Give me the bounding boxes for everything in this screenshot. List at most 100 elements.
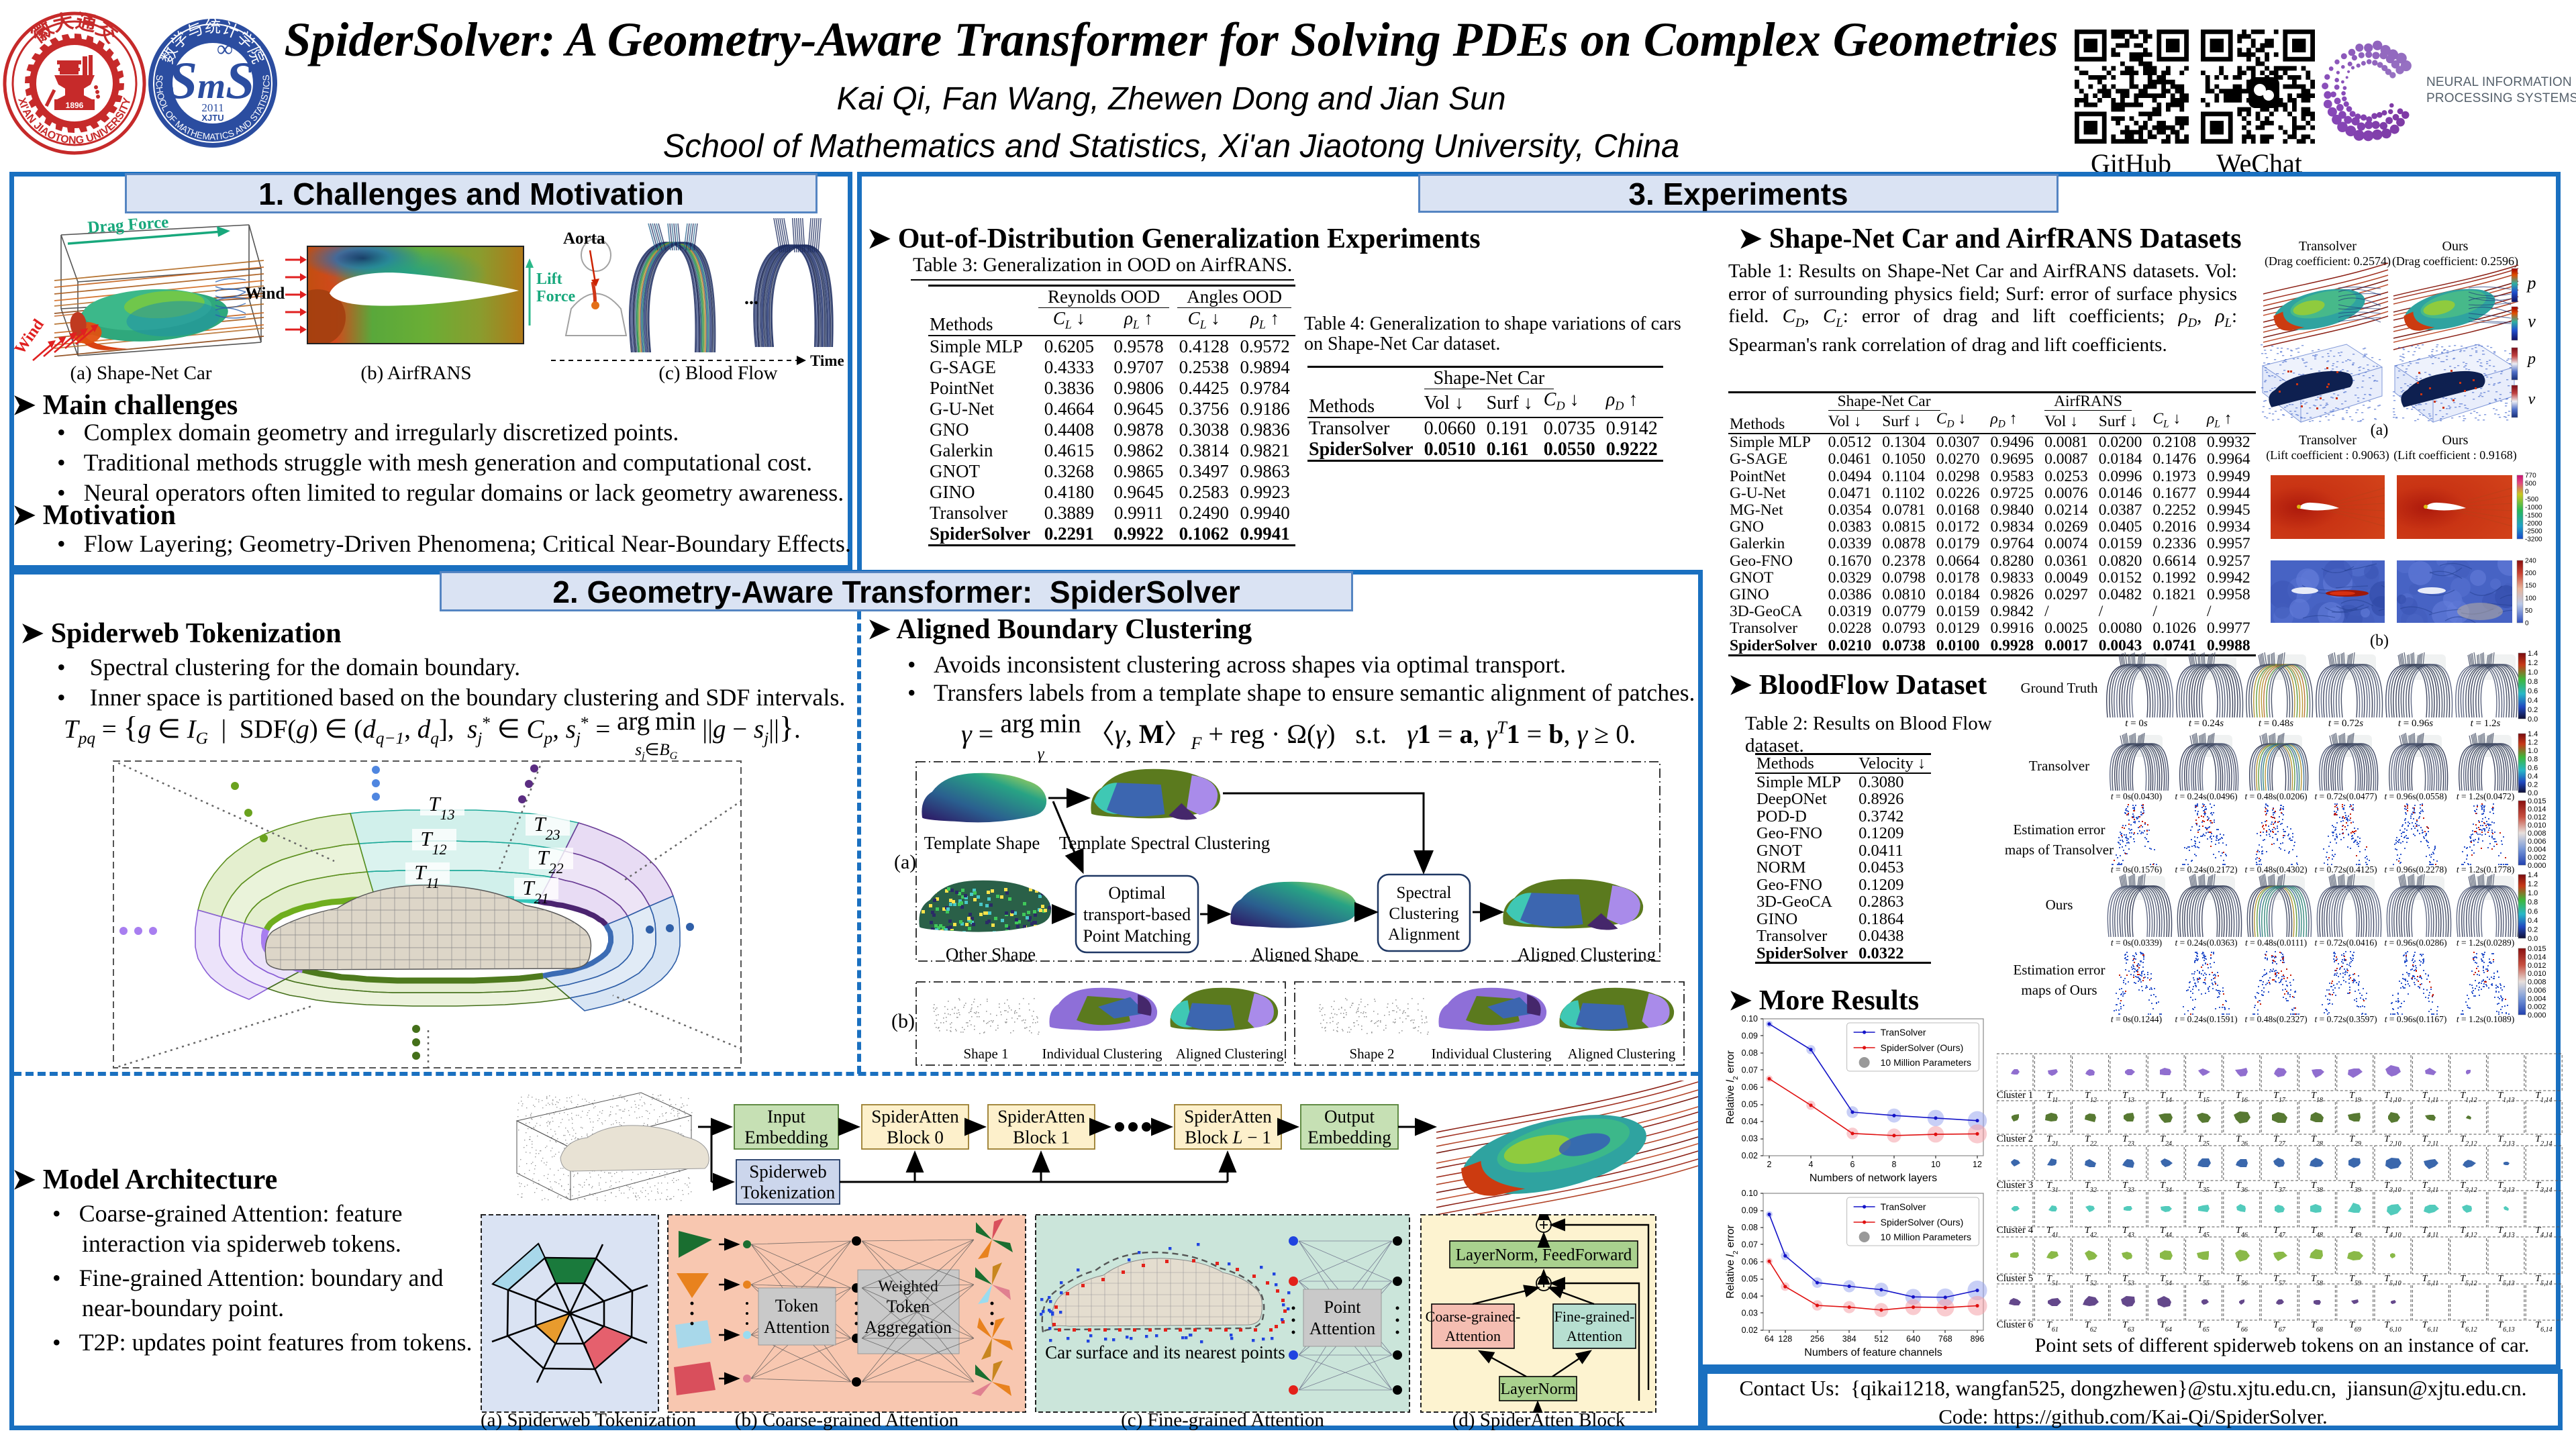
- svg-text:TranSolver: TranSolver: [1881, 1201, 1926, 1212]
- svg-text:Aggregation: Aggregation: [864, 1317, 952, 1337]
- svg-text:0.07: 0.07: [1742, 1066, 1758, 1075]
- svg-text:1.0: 1.0: [2528, 747, 2538, 755]
- svg-text:XJTU: XJTU: [201, 113, 224, 123]
- svg-text:0.015: 0.015: [2528, 945, 2546, 953]
- svg-text:0.2: 0.2: [2528, 926, 2538, 934]
- svg-text:Tokenization: Tokenization: [741, 1182, 836, 1202]
- svg-text:t = 0.96s(0.1167): t = 0.96s(0.1167): [2385, 1014, 2447, 1024]
- svg-text:t = 0.24s(0.1591): t = 0.24s(0.1591): [2175, 1014, 2237, 1024]
- svg-text:-3200: -3200: [2525, 536, 2542, 544]
- svg-text:T1,11: T1,11: [2422, 1091, 2439, 1104]
- svg-text:0.6: 0.6: [2528, 687, 2538, 695]
- svg-text:t = 0.72s: t = 0.72s: [2328, 718, 2363, 729]
- svg-text:SpiderAtten: SpiderAtten: [1184, 1106, 1272, 1126]
- svg-text:0.8: 0.8: [2528, 899, 2538, 907]
- svg-text:T57: T57: [2273, 1274, 2286, 1287]
- svg-text:770: 770: [2525, 472, 2536, 480]
- svg-text:SpiderSolver (Ours): SpiderSolver (Ours): [1881, 1217, 1964, 1228]
- svg-text:T1,13: T1,13: [2497, 1091, 2514, 1104]
- svg-text:SpiderAtten: SpiderAtten: [871, 1106, 959, 1126]
- svg-text:Cluster 6: Cluster 6: [1997, 1319, 2034, 1330]
- svg-text:t = 0.48s(0.0206): t = 0.48s(0.0206): [2244, 791, 2307, 801]
- svg-text:t = 0s(0.1576): t = 0s(0.1576): [2111, 864, 2162, 875]
- svg-text:0.4: 0.4: [2528, 697, 2538, 705]
- svg-text:LayerNorm, FeedForward: LayerNorm, FeedForward: [1456, 1246, 1632, 1264]
- svg-text:640: 640: [1906, 1334, 1920, 1344]
- svg-text:0.0: 0.0: [2528, 715, 2538, 724]
- svg-text:T48: T48: [2311, 1226, 2323, 1239]
- svg-text:T36: T36: [2236, 1181, 2248, 1194]
- svg-text:T6,13: T6,13: [2497, 1320, 2514, 1332]
- svg-text:256: 256: [1810, 1334, 1824, 1344]
- svg-text:Cluster 1: Cluster 1: [1997, 1090, 2033, 1101]
- svg-text:T13: T13: [2122, 1091, 2134, 1104]
- svg-text:T18: T18: [2311, 1091, 2323, 1104]
- svg-text:(Lift coefficient : 0.9063): (Lift coefficient : 0.9063): [2266, 448, 2389, 462]
- svg-text:T5,13: T5,13: [2497, 1274, 2514, 1287]
- svg-text:v: v: [2528, 391, 2536, 408]
- svg-text:Token: Token: [887, 1297, 930, 1316]
- svg-text:t = 0.48s(0.4302): t = 0.48s(0.4302): [2244, 864, 2307, 875]
- svg-text:T12: T12: [2085, 1091, 2097, 1104]
- svg-text:1.4: 1.4: [2528, 650, 2538, 658]
- svg-text:0.10: 0.10: [1742, 1014, 1758, 1024]
- svg-text:p: p: [2526, 273, 2536, 293]
- svg-text:t = 0s(0.0430): t = 0s(0.0430): [2111, 791, 2162, 801]
- svg-text:(Drag coefficient: 0.2574): (Drag coefficient: 0.2574): [2265, 254, 2391, 268]
- svg-text:T68: T68: [2311, 1320, 2323, 1332]
- svg-text:0.10: 0.10: [1742, 1189, 1758, 1198]
- svg-text:T43: T43: [2122, 1226, 2134, 1239]
- svg-text:1.2: 1.2: [2528, 881, 2538, 889]
- svg-text:LayerNorm: LayerNorm: [1501, 1381, 1576, 1398]
- svg-text:T46: T46: [2236, 1226, 2248, 1239]
- svg-text:T58: T58: [2311, 1274, 2323, 1287]
- svg-text:Individual Clustering: Individual Clustering: [1042, 1046, 1162, 1062]
- svg-text:maps of Ours: maps of Ours: [2021, 982, 2097, 998]
- svg-text:t = 0.72s(0.0477): t = 0.72s(0.0477): [2314, 791, 2377, 801]
- svg-text:0.06: 0.06: [1742, 1083, 1758, 1092]
- svg-text:0.4: 0.4: [2528, 773, 2538, 781]
- svg-text:t = 0.96s(0.2278): t = 0.96s(0.2278): [2384, 864, 2446, 875]
- svg-text:T39: T39: [2349, 1181, 2361, 1194]
- svg-text:-2000: -2000: [2525, 520, 2542, 528]
- svg-text:T67: T67: [2273, 1320, 2286, 1332]
- svg-text:Estimation error: Estimation error: [2013, 821, 2105, 838]
- svg-text:0.008: 0.008: [2528, 979, 2546, 987]
- svg-text:Clustering: Clustering: [1389, 905, 1459, 923]
- svg-text:0.04: 0.04: [1742, 1117, 1758, 1126]
- svg-text:t = 1.2s(0.1089): t = 1.2s(0.1089): [2457, 1014, 2514, 1024]
- svg-text:0.010: 0.010: [2528, 821, 2546, 830]
- svg-text:0.03: 0.03: [1742, 1134, 1758, 1144]
- svg-text:T32: T32: [2085, 1181, 2097, 1194]
- svg-text:Attention: Attention: [764, 1317, 830, 1337]
- svg-text:t = 0s(0.0339): t = 0s(0.0339): [2111, 938, 2162, 948]
- svg-text:0.014: 0.014: [2528, 953, 2546, 961]
- svg-text:transport-based: transport-based: [1083, 905, 1191, 924]
- svg-text:-1500: -1500: [2525, 512, 2542, 519]
- svg-text:Numbers of network layers: Numbers of network layers: [1810, 1173, 1937, 1184]
- svg-text:Wind: Wind: [245, 285, 285, 303]
- svg-text:p: p: [2526, 350, 2536, 368]
- svg-text:12: 12: [1973, 1160, 1982, 1169]
- svg-text:Fine-grained-: Fine-grained-: [1554, 1308, 1635, 1325]
- svg-text:Aligned Clustering: Aligned Clustering: [1176, 1046, 1284, 1062]
- svg-text:T62: T62: [2085, 1320, 2097, 1332]
- svg-text:512: 512: [1874, 1334, 1888, 1344]
- svg-text:Ours: Ours: [2046, 897, 2073, 913]
- svg-text:t = 0.24s(0.0363): t = 0.24s(0.0363): [2175, 938, 2237, 948]
- svg-text:150: 150: [2525, 583, 2536, 590]
- svg-text:1896: 1896: [66, 101, 84, 110]
- svg-text:Embedding: Embedding: [1307, 1127, 1391, 1147]
- svg-text:T44: T44: [2160, 1226, 2172, 1239]
- svg-text:Ours: Ours: [2442, 239, 2469, 254]
- svg-text:t = 0s(0.1244): t = 0s(0.1244): [2111, 1014, 2162, 1024]
- svg-text:Drag Force: Drag Force: [87, 218, 170, 237]
- svg-text:T3,10: T3,10: [2384, 1181, 2401, 1194]
- svg-text:0.010: 0.010: [2528, 970, 2546, 978]
- svg-text:128: 128: [1778, 1334, 1792, 1344]
- svg-text:T5,11: T5,11: [2422, 1274, 2439, 1287]
- svg-text:T69: T69: [2349, 1320, 2361, 1332]
- svg-text:0.0: 0.0: [2528, 789, 2538, 797]
- svg-text:Attention: Attention: [1445, 1328, 1501, 1344]
- svg-text:SpiderAtten: SpiderAtten: [997, 1106, 1085, 1126]
